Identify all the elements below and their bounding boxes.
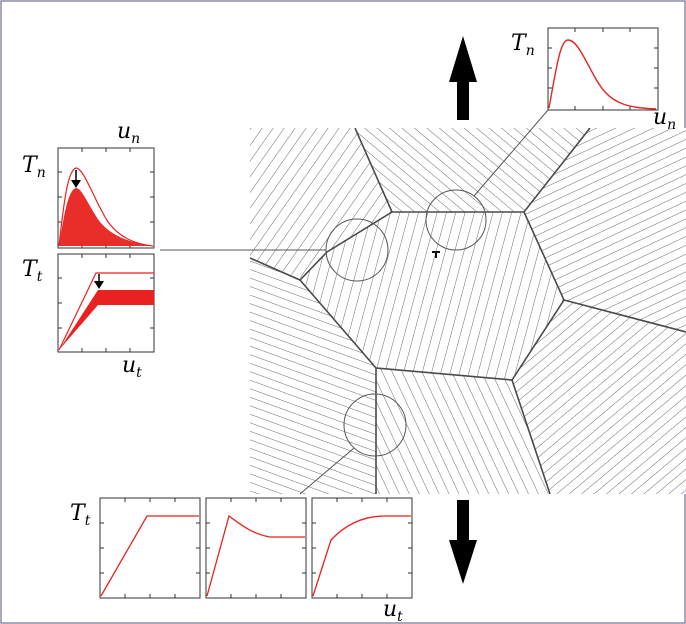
axis-label-tn-left: Tn [22, 153, 46, 181]
grain-bottom-right [512, 300, 686, 494]
grain-bottom-middle [376, 368, 550, 494]
curve-band-normal-left [59, 188, 152, 246]
axis-label-ut-bottom: ut [383, 597, 403, 624]
axis-label-ut-left: ut [122, 353, 142, 381]
axis-label-un-left: un [117, 119, 140, 147]
arrow-down-icon [449, 500, 477, 584]
axis-label-tn-top: Tn [511, 31, 535, 59]
grain-left [250, 258, 376, 494]
curve-normal-left [58, 167, 154, 247]
arrow-down-small-icon-2 [94, 274, 104, 289]
grain-top-right [524, 128, 686, 332]
curve-tangential-bottom-2 [206, 514, 305, 597]
leader-lines [160, 109, 549, 495]
curve-tangential-left [58, 272, 154, 351]
grain-top-middle [355, 128, 590, 212]
plot-tangential-bottom-1: Tt [70, 497, 201, 599]
arrow-up-icon [449, 36, 477, 120]
axis-label-tt-left: Tt [22, 257, 43, 285]
curve-tangential-bottom-3 [312, 515, 411, 597]
dislocation-marker [432, 251, 440, 258]
zoom-circle-icon-top [425, 189, 487, 251]
curve-tangential-bottom-1 [100, 515, 199, 597]
grain-central [300, 212, 564, 380]
plot-tangential-bottom-2 [205, 497, 307, 599]
plot-normal-top: Tn un [511, 27, 676, 133]
plot-tangential-left: Tt ut [22, 253, 155, 381]
curve-band-tangential-left [59, 290, 154, 350]
plot-normal-left: Tn un [22, 119, 155, 249]
grain-top-left [250, 128, 392, 278]
curve-normal-top [548, 39, 657, 110]
grain-microstructure [250, 128, 686, 494]
grain-boundaries [250, 128, 686, 494]
axis-label-tt-bottom: Tt [70, 501, 91, 529]
axis-label-un-top: un [653, 105, 676, 133]
arrow-down-small-icon [71, 170, 81, 188]
plot-tangential-bottom-3: ut [311, 497, 413, 624]
zoom-circle-icon-bottom [343, 393, 407, 457]
